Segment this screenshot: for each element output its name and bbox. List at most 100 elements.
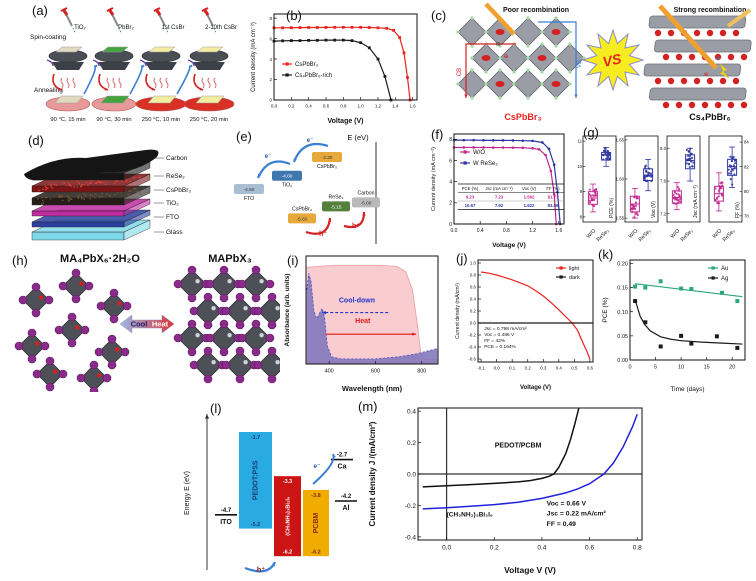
svg-text:1.6: 1.6 (555, 228, 562, 234)
svg-text:FF = 0.49: FF = 0.49 (547, 521, 576, 528)
panel-l-energy-diagram: Energy E (eV) -4.7 ITO -1.7 -5.2 PEDOT:PSS -3.… (175, 398, 361, 578)
svg-text:-4.2: -4.2 (341, 494, 352, 500)
process-step: 1st CsBr (139, 7, 185, 70)
svg-text:CsPbBr₃: CsPbBr₃ (317, 164, 337, 170)
svg-text:PCE (%): PCE (%) (602, 297, 609, 322)
svg-text:0.05: 0.05 (617, 334, 628, 340)
svg-text:ITO: ITO (220, 519, 232, 526)
svg-text:9: 9 (580, 189, 583, 194)
svg-text:Heat: Heat (355, 318, 371, 325)
svg-text:-4.7: -4.7 (221, 508, 232, 514)
svg-text:dark: dark (569, 275, 580, 281)
svg-text:W/O: W/O (586, 228, 598, 240)
svg-text:Jsc (mA cm⁻²): Jsc (mA cm⁻²) (693, 185, 699, 218)
svg-text:0.2: 0.2 (288, 104, 295, 109)
svg-text:Strong recombination: Strong recombination (674, 7, 747, 14)
panel-k-stability-chart: 0 5 10 15 20 0.00 0.05 0.10 0.15 0.20 Time (days) P… (600, 250, 754, 394)
legend: CsPbBr₃ Cs₄PbBr₆-rich (282, 62, 332, 79)
svg-text:0.6: 0.6 (585, 545, 594, 552)
svg-text:Cool-down: Cool-down (339, 297, 375, 304)
svg-text:1.65: 1.65 (616, 138, 625, 143)
svg-text:Voltage V (V): Voltage V (V) (504, 565, 556, 575)
svg-text:ReSe₂: ReSe₂ (329, 194, 344, 200)
svg-text:0.6: 0.6 (323, 104, 330, 109)
svg-text:Cs₄PbBr₆-rich: Cs₄PbBr₆-rich (295, 73, 332, 79)
svg-text:Jsc (mA cm⁻²): Jsc (mA cm⁻²) (485, 186, 513, 191)
svg-text:8.0: 8.0 (660, 146, 667, 151)
svg-text:-6.2: -6.2 (283, 550, 292, 556)
svg-text:Annealing: Annealing (34, 87, 63, 94)
svg-text:0.4: 0.4 (537, 545, 546, 552)
svg-text:-3.30: -3.30 (322, 155, 333, 161)
svg-text:Voltage (V): Voltage (V) (327, 118, 363, 125)
svg-text:8: 8 (449, 137, 452, 143)
svg-text:Ag: Ag (721, 276, 728, 282)
svg-text:⊖: ⊖ (495, 42, 500, 48)
energy-levels: E (eV) -4.50 FTO -4.00 TiO₂ -3.30 CsPbBr₃ -5.60… (234, 133, 380, 244)
svg-text:-1.7: -1.7 (251, 435, 260, 441)
legend: W/O W ReSe₂ (460, 150, 498, 167)
svg-text:CsPbBr₃: CsPbBr₃ (166, 187, 191, 194)
svg-text:ReSe₂: ReSe₂ (166, 173, 185, 180)
panel-i-absorbance-chart: 400 600 800 Wavelength (nm) Absorbance (arb.… (282, 250, 445, 394)
svg-text:W/O: W/O (473, 150, 485, 156)
svg-text:W/O: W/O (628, 228, 640, 240)
svg-text:PbBr₂: PbBr₂ (118, 25, 134, 31)
svg-text:0.8: 0.8 (633, 545, 642, 552)
panel-label-f: (f) (431, 127, 444, 142)
svg-text:-5.2: -5.2 (251, 522, 260, 528)
svg-text:10: 10 (678, 365, 684, 371)
chart-f: 0.0 0.4 0.8 1.2 1.6 0 2 4 6 8 Voltage (V) Current d… (431, 133, 565, 249)
svg-text:6: 6 (449, 158, 452, 164)
svg-text:TiO₂: TiO₂ (166, 200, 179, 207)
svg-text:Glass: Glass (166, 229, 183, 236)
svg-text:Heat: Heat (152, 320, 169, 329)
panel-label-d: (d) (28, 133, 44, 148)
svg-text:Voltage (V): Voltage (V) (520, 385, 551, 391)
svg-text:-0.4: -0.4 (405, 534, 417, 541)
svg-text:250 °C, 10 min: 250 °C, 10 min (142, 117, 180, 123)
svg-text:0.2: 0.2 (470, 309, 477, 314)
hydrate-structure (14, 268, 132, 396)
svg-text:0.20: 0.20 (617, 261, 628, 267)
svg-text:10: 10 (577, 164, 582, 169)
svg-text:80: 80 (744, 189, 749, 194)
svg-text:(CH₃NH₃)₃Bi₂I₉: (CH₃NH₃)₃Bi₂I₉ (286, 496, 292, 536)
svg-text:1.622: 1.622 (524, 203, 535, 208)
process-schematic: Spin-coating Annealing TiO₂ 90 °C, 15 min Pb… (30, 7, 237, 123)
svg-text:9.23: 9.23 (466, 195, 475, 200)
svg-text:(CH₃NH₃)₃Bi₂I₉: (CH₃NH₃)₃Bi₂I₉ (447, 511, 493, 518)
process-step: TiO₂ (46, 7, 88, 70)
chart-m: 0.0 0.2 0.4 0.6 0.8 -0.4 -0.2 0.0 0.2 0.4 Voltage … (368, 407, 643, 575)
svg-text:Voc (V): Voc (V) (651, 201, 657, 218)
svg-text:1.55: 1.55 (616, 216, 625, 221)
panel-m-jv-chart: 0.0 0.2 0.4 0.6 0.8 -0.4 -0.2 0.0 0.2 0.4 Voltage … (368, 396, 656, 578)
svg-text:W/O: W/O (670, 228, 682, 240)
svg-text:0.3: 0.3 (540, 365, 547, 370)
svg-text:TiO₂: TiO₂ (282, 183, 292, 189)
svg-text:600: 600 (371, 369, 380, 375)
svg-text:4: 4 (449, 180, 452, 186)
svg-text:1.2: 1.2 (529, 228, 536, 234)
svg-text:Cool: Cool (131, 320, 148, 329)
svg-text:Spin-coating: Spin-coating (30, 34, 67, 41)
svg-text:Current density (mA cm⁻²): Current density (mA cm⁻²) (251, 22, 257, 92)
svg-text:TiO₂: TiO₂ (74, 25, 86, 31)
svg-text:1st CsBr: 1st CsBr (161, 25, 184, 31)
panel-d-device-stack: Carbon ReSe₂ CsPbBr₃ TiO₂ FTO Glass (14, 128, 204, 250)
svg-text:FTO: FTO (244, 196, 254, 202)
svg-text:-4.00: -4.00 (282, 174, 293, 180)
svg-text:8: 8 (580, 215, 583, 220)
svg-text:11: 11 (578, 139, 583, 144)
svg-text:e⁻: e⁻ (265, 154, 272, 160)
svg-text:0.6: 0.6 (470, 285, 477, 290)
svg-text:0.8: 0.8 (503, 228, 510, 234)
svg-text:-2.7: -2.7 (337, 453, 348, 459)
svg-text:FTO: FTO (166, 214, 179, 221)
svg-text:7.6: 7.6 (660, 179, 667, 184)
svg-text:400: 400 (325, 369, 334, 375)
panel-g-boxplots: 8 9 10 11 PCE (%) W/O ReSe₂ 1.55 1.60 1.65 Voc (V)… (570, 126, 756, 250)
svg-text:PCE (%): PCE (%) (609, 198, 615, 218)
svg-text:-0.6: -0.6 (468, 357, 476, 362)
